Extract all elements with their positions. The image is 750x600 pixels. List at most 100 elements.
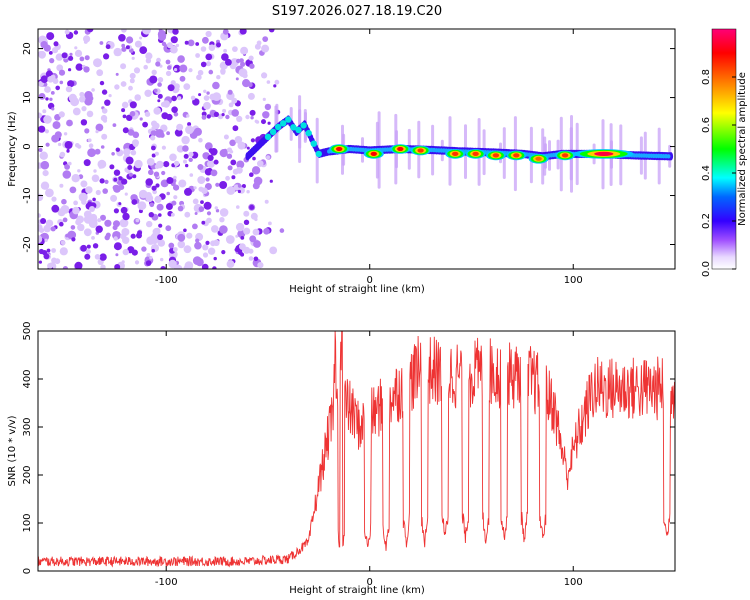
noise-blob (215, 182, 220, 187)
noise-blob (134, 159, 143, 169)
noise-blob (232, 63, 236, 67)
noise-blob (38, 213, 41, 218)
noise-blob (120, 63, 127, 70)
noise-blob (101, 133, 108, 140)
noise-blob (139, 36, 143, 40)
noise-blob (99, 80, 105, 86)
noise-blob (53, 41, 59, 47)
noise-blob (268, 29, 275, 33)
noise-blob (181, 135, 190, 145)
noise-blob (159, 64, 163, 68)
noise-blob (198, 206, 205, 212)
noise-blob (115, 253, 119, 257)
noise-blob (64, 164, 70, 170)
noise-blob (214, 206, 218, 210)
noise-blob (136, 232, 142, 239)
noise-blob (121, 29, 127, 33)
noise-blob (183, 159, 187, 164)
noise-blob (75, 63, 83, 71)
noise-blob (54, 131, 62, 139)
noise-blob (206, 91, 210, 95)
colorbar-label: Normalized spectral amplitude (737, 72, 748, 226)
noise-blob (95, 123, 104, 132)
y-tick-label: 300 (22, 417, 33, 436)
spectral-peak (561, 153, 569, 158)
snr-ticks: -100 0 100 0 100 200 300 400 500 (22, 321, 675, 588)
noise-blob (149, 256, 153, 260)
noise-blob (179, 75, 186, 82)
noise-blob (40, 41, 48, 49)
y-tick-label: 100 (22, 513, 33, 532)
noise-blob (194, 241, 202, 250)
noise-blob (150, 135, 156, 141)
noise-blob (91, 88, 95, 92)
noise-blob (237, 141, 246, 150)
noise-blob (173, 112, 179, 117)
noise-blob (81, 106, 87, 112)
noise-blob (231, 109, 239, 117)
noise-blob (177, 96, 182, 101)
noise-blob (170, 36, 178, 44)
noise-blob (227, 89, 233, 95)
colorbar: 0.0 0.2 0.4 0.6 0.8 Normalized spectral ampl… (701, 28, 748, 277)
noise-blob (99, 178, 105, 184)
noise-blob (210, 148, 218, 156)
noise-blob (151, 145, 156, 151)
noise-blob (73, 30, 79, 35)
noise-blob (152, 239, 158, 245)
noise-blob (47, 76, 54, 83)
spectral-peak (370, 151, 377, 156)
noise-blob (225, 175, 231, 181)
noise-blob (173, 175, 177, 180)
noise-blob (156, 160, 164, 169)
noise-blob (274, 79, 280, 85)
noise-blob (240, 46, 249, 55)
noise-blob (87, 111, 93, 117)
noise-blob (182, 145, 189, 152)
noise-blob (239, 58, 244, 63)
signal-track-core (310, 140, 317, 147)
noise-blob (128, 172, 133, 177)
noise-blob (40, 181, 50, 190)
noise-blob (179, 64, 188, 73)
noise-blob (204, 142, 213, 151)
noise-blob (235, 234, 239, 238)
y-tick-label: 10 (22, 91, 33, 104)
noise-blob (77, 169, 81, 173)
noise-blob (185, 163, 189, 168)
noise-blob (173, 184, 180, 191)
x-tick-label: 100 (564, 275, 583, 286)
noise-blob (129, 72, 136, 79)
snr-marks (38, 331, 675, 568)
noise-blob (264, 199, 269, 204)
noise-blob (146, 253, 151, 257)
noise-blob (84, 55, 90, 61)
noise-blob (151, 185, 157, 191)
noise-blob (212, 81, 220, 90)
noise-blob (123, 148, 131, 156)
noise-blob (243, 219, 250, 225)
noise-blob (108, 94, 112, 98)
noise-blob (157, 77, 164, 83)
noise-blob (74, 49, 83, 58)
noise-blob (238, 250, 243, 255)
noise-blob (153, 171, 160, 177)
signal-track-point (668, 152, 674, 161)
noise-blob (157, 239, 166, 247)
noise-blob (110, 194, 118, 202)
noise-blob (67, 230, 77, 240)
noise-blob (245, 114, 250, 120)
noise-blob (243, 210, 250, 217)
noise-blob (122, 248, 129, 256)
noise-blob (40, 160, 50, 170)
noise-blob (160, 266, 166, 269)
spectral-peak (594, 151, 614, 156)
noise-blob (189, 173, 194, 177)
noise-blob (184, 187, 192, 196)
colorbar-tick-label: 0.8 (701, 69, 712, 85)
noise-blob (51, 196, 57, 202)
noise-blob (176, 145, 185, 153)
noise-blob (104, 179, 109, 184)
noise-blob (153, 88, 158, 93)
